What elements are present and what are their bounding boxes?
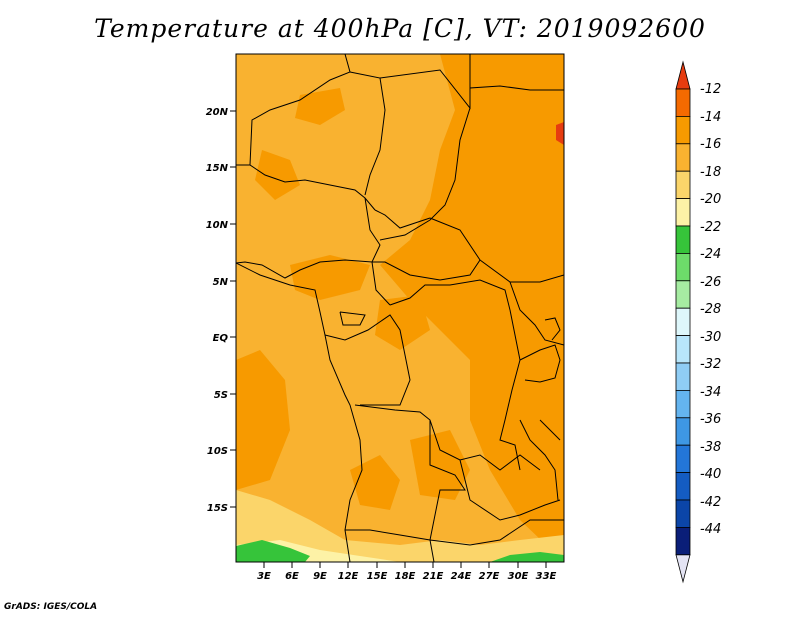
- colorbar-box: [675, 472, 691, 501]
- lon-label: 3E: [257, 571, 271, 582]
- lon-label: 30E: [508, 571, 529, 582]
- colorbar-box: [675, 170, 691, 199]
- colorbar-label: -38: [700, 440, 721, 455]
- lat-label: 5S: [214, 390, 228, 401]
- lat-label: 10S: [207, 446, 228, 457]
- country-borders: [236, 54, 564, 562]
- colorbar-box: [675, 499, 691, 528]
- lat-label: 10N: [206, 220, 229, 231]
- lon-labels: 3E 6E 9E 12E 15E 18E 21E 24E 27E 30E 33E: [257, 571, 556, 582]
- lat-label: EQ: [213, 333, 229, 344]
- map-title: Temperature at 400hPa [C], VT: 201909260…: [94, 14, 706, 43]
- lat-label: 15S: [207, 503, 228, 514]
- colorbar-box: [675, 362, 691, 391]
- colorbar-arrow-top: [675, 60, 691, 90]
- colorbar-arrow-bottom: [675, 554, 691, 584]
- colorbar-box: [675, 417, 691, 446]
- colorbar-box: [675, 88, 691, 117]
- colorbar-box: [675, 280, 691, 309]
- lat-label: 15N: [206, 163, 229, 174]
- grads-credit: GrADS: IGES/COLA: [4, 602, 98, 612]
- colorbar-box: [675, 389, 691, 419]
- colorbar-boxes: [675, 60, 691, 584]
- colorbar-label: -36: [700, 412, 721, 427]
- colorbar-label: -16: [700, 137, 721, 152]
- colorbar-box: [675, 225, 691, 254]
- colorbar-labels: -12 -14 -16 -18 -20 -22 -24 -26 -28 -30 …: [700, 82, 721, 537]
- lon-label: 15E: [367, 571, 388, 582]
- colorbar-label: -34: [700, 385, 721, 400]
- plot-frame: [235, 53, 565, 563]
- lon-label: 12E: [338, 571, 359, 582]
- colorbar-label: -28: [700, 302, 721, 317]
- lon-label: 6E: [285, 571, 299, 582]
- lon-label: 9E: [313, 571, 327, 582]
- colorbar-label: -12: [700, 82, 721, 97]
- colorbar-label: -32: [700, 357, 721, 372]
- colorbar-label: -14: [700, 110, 721, 125]
- colorbar: -12 -14 -16 -18 -20 -22 -24 -26 -28 -30 …: [675, 60, 721, 584]
- temperature-field: [236, 54, 564, 562]
- lon-label: 27E: [479, 571, 500, 582]
- lon-label: 18E: [395, 571, 416, 582]
- colorbar-label: -20: [700, 192, 721, 207]
- colorbar-box: [675, 116, 691, 145]
- colorbar-label: -44: [700, 522, 721, 537]
- colorbar-box: [675, 143, 691, 172]
- colorbar-box: [675, 198, 691, 227]
- colorbar-label: -24: [700, 247, 721, 262]
- colorbar-box: [675, 307, 691, 337]
- lat-labels: 20N 15N 10N 5N EQ 5S 10S 15S: [206, 107, 229, 514]
- colorbar-label: -26: [700, 275, 721, 290]
- lon-label: 21E: [423, 571, 444, 582]
- colorbar-label: -42: [700, 495, 721, 510]
- lat-label: 20N: [206, 107, 229, 118]
- colorbar-box: [675, 527, 691, 556]
- colorbar-label: -18: [700, 165, 721, 180]
- lat-tick-marks: [230, 110, 236, 508]
- lon-label: 33E: [536, 571, 557, 582]
- colorbar-box: [675, 252, 691, 282]
- lon-tick-marks: [263, 562, 547, 568]
- lon-label: 24E: [451, 571, 472, 582]
- colorbar-label: -40: [700, 467, 721, 482]
- lat-label: 5N: [213, 277, 229, 288]
- colorbar-box: [675, 335, 691, 364]
- colorbar-label: -30: [700, 330, 721, 345]
- colorbar-box: [675, 444, 691, 474]
- colorbar-label: -22: [700, 220, 721, 235]
